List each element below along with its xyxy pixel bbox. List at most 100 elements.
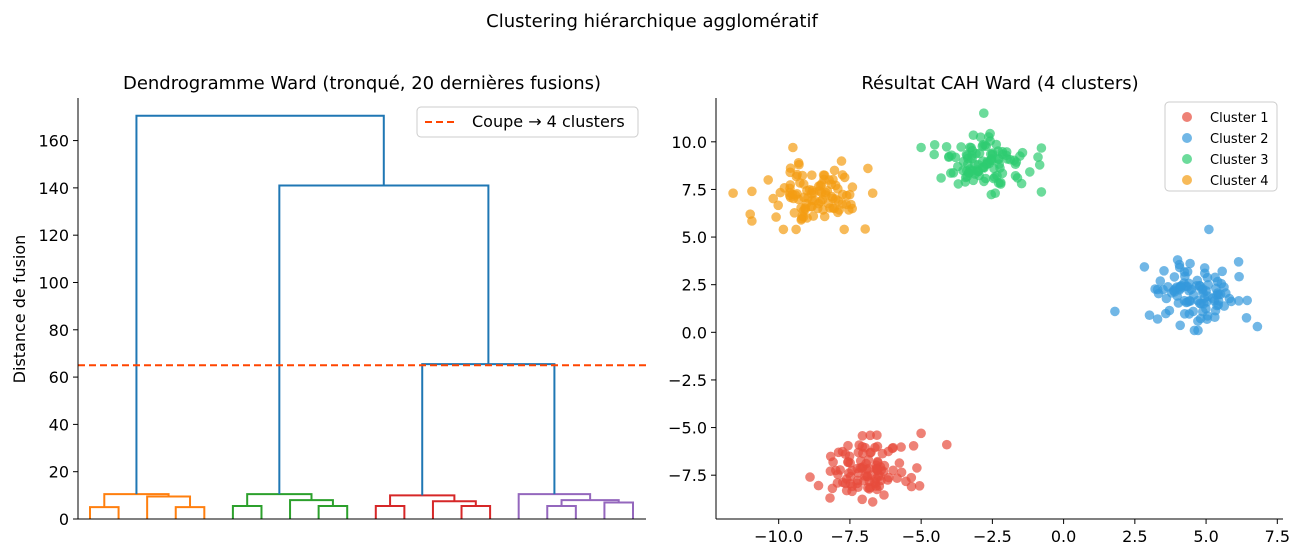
scatter-legend: Cluster 1 Cluster 2 Cluster 3 Cluster 4 bbox=[1164, 101, 1278, 192]
scatter-point bbox=[1217, 266, 1227, 277]
scatter-point bbox=[845, 458, 855, 468]
x-tick-label: −10.0 bbox=[754, 527, 803, 546]
scatter-point bbox=[1169, 272, 1180, 282]
scatter-point bbox=[768, 193, 778, 204]
dendrogram-link bbox=[374, 504, 406, 519]
scatter-point bbox=[805, 472, 815, 482]
dendrogram-link bbox=[174, 506, 206, 519]
figure-title: Clustering hiérarchique agglomératif bbox=[486, 11, 818, 32]
scatter-point bbox=[894, 458, 905, 468]
x-tick-label: 2.5 bbox=[1122, 527, 1147, 546]
y-tick-label: −5.0 bbox=[668, 419, 707, 438]
scatter-point bbox=[936, 173, 946, 183]
dendrogram-link bbox=[278, 184, 490, 495]
dendrogram-title: Dendrogramme Ward (tronqué, 20 dernières… bbox=[123, 73, 601, 94]
dendrogram-panel: Dendrogramme Ward (tronqué, 20 dernières… bbox=[10, 73, 646, 529]
scatter-point bbox=[1184, 285, 1194, 296]
scatter-point bbox=[828, 174, 838, 185]
dendrogram-link bbox=[89, 506, 120, 519]
scatter-point bbox=[953, 179, 964, 189]
y-tick-label: 5.0 bbox=[682, 228, 707, 247]
scatter-point bbox=[1204, 224, 1214, 235]
y-tick-label: 40 bbox=[49, 415, 69, 434]
scatter-point bbox=[869, 477, 880, 487]
scatter-panel: Résultat CAH Ward (4 clusters) −7.5−5.0−… bbox=[668, 73, 1290, 546]
scatter-point bbox=[862, 471, 872, 481]
scatter-point bbox=[914, 481, 925, 491]
scatter-point bbox=[799, 192, 809, 203]
scatter-point bbox=[807, 170, 817, 180]
dendrogram-link bbox=[231, 504, 263, 519]
legend-marker bbox=[1182, 175, 1192, 185]
scatter-point bbox=[888, 465, 898, 476]
legend-cut-line-label: Coupe → 4 clusters bbox=[472, 112, 625, 131]
scatter-point bbox=[1182, 266, 1193, 277]
scatter-point bbox=[1176, 283, 1186, 294]
scatter-point bbox=[979, 108, 989, 118]
scatter-point bbox=[847, 182, 858, 192]
scatter-point bbox=[1200, 268, 1210, 279]
scatter-points bbox=[728, 108, 1263, 507]
scatter-point bbox=[837, 170, 848, 180]
scatter-point bbox=[1198, 298, 1209, 309]
scatter-point bbox=[1155, 276, 1166, 286]
x-tick-label: −5.0 bbox=[902, 527, 941, 546]
scatter-point bbox=[916, 428, 926, 439]
scatter-point bbox=[829, 165, 840, 176]
scatter-point bbox=[906, 472, 917, 483]
scatter-point bbox=[1016, 178, 1027, 189]
scatter-point bbox=[1011, 157, 1022, 167]
legend-frame bbox=[416, 106, 639, 138]
scatter-point bbox=[1110, 306, 1120, 317]
dendrogram-link bbox=[289, 499, 334, 519]
scatter-point bbox=[896, 442, 906, 452]
scatter-point bbox=[775, 187, 786, 198]
scatter-point bbox=[912, 463, 922, 473]
scatter-point bbox=[809, 187, 819, 198]
scatter-point bbox=[791, 224, 801, 235]
scatter-point bbox=[857, 494, 867, 505]
scatter-point bbox=[1153, 288, 1164, 299]
dendrogram-link bbox=[317, 504, 349, 519]
scatter-point bbox=[1194, 280, 1205, 291]
x-tick-label: 0.0 bbox=[1051, 527, 1076, 546]
scatter-point bbox=[1242, 295, 1252, 306]
x-tick-label: −7.5 bbox=[830, 527, 869, 546]
scatter-point bbox=[773, 200, 783, 211]
y-tick-label: 10.0 bbox=[671, 133, 707, 152]
scatter-point bbox=[1172, 255, 1183, 265]
scatter-point bbox=[795, 178, 805, 188]
legend-label: Cluster 4 bbox=[1210, 174, 1269, 189]
scatter-point bbox=[1241, 313, 1252, 323]
legend-frame bbox=[1164, 101, 1278, 192]
scatter-point bbox=[833, 184, 843, 194]
scatter-point bbox=[908, 441, 919, 451]
scatter-point bbox=[785, 167, 795, 178]
scatter-point bbox=[892, 473, 902, 484]
scatter-point bbox=[771, 212, 781, 222]
scatter-point bbox=[1139, 262, 1150, 272]
dendrogram-link bbox=[460, 504, 492, 519]
scatter-point bbox=[857, 431, 868, 441]
scatter-point bbox=[835, 465, 845, 475]
y-tick-label: 20 bbox=[49, 463, 69, 482]
scatter-point bbox=[1033, 152, 1043, 162]
scatter-point bbox=[993, 154, 1003, 164]
scatter-point bbox=[1179, 309, 1190, 319]
scatter-point bbox=[872, 441, 883, 452]
scatter-point bbox=[820, 190, 831, 200]
legend-label: Cluster 3 bbox=[1210, 153, 1269, 168]
scatter-point bbox=[997, 146, 1008, 157]
scatter-point bbox=[1234, 271, 1244, 282]
scatter-point bbox=[747, 186, 757, 197]
scatter-point bbox=[906, 481, 917, 492]
scatter-point bbox=[871, 464, 881, 474]
dendrogram-link bbox=[135, 114, 385, 495]
legend-label: Cluster 2 bbox=[1210, 132, 1269, 147]
scatter-point bbox=[1174, 262, 1185, 273]
scatter-point bbox=[1025, 167, 1035, 177]
scatter-point bbox=[929, 149, 939, 160]
scatter-point bbox=[867, 497, 878, 507]
scatter-point bbox=[861, 458, 871, 469]
scatter-point bbox=[797, 170, 808, 181]
